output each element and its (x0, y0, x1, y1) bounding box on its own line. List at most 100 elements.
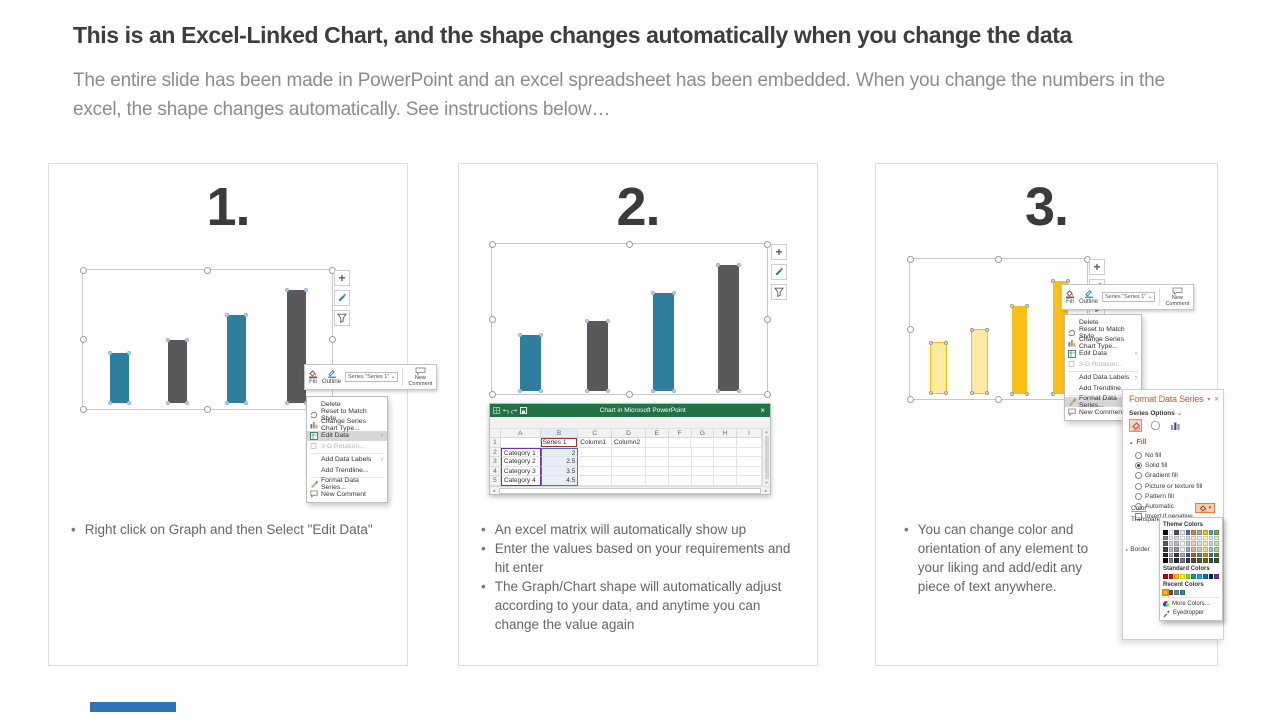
color-swatch[interactable] (1197, 530, 1202, 535)
selection-handle[interactable] (488, 315, 496, 323)
fill-section-header[interactable]: ▲ Fill (1129, 439, 1147, 446)
bar-handle[interactable] (108, 351, 112, 355)
excel-cell[interactable] (668, 466, 692, 476)
menu-item-change-series-chart-type[interactable]: Change Series Chart Type... (307, 418, 387, 432)
color-swatch[interactable] (1191, 558, 1197, 564)
color-swatch[interactable] (1197, 558, 1202, 564)
excel-cell[interactable] (578, 447, 613, 457)
excel-column-header[interactable]: G (691, 429, 715, 438)
color-swatch[interactable] (1208, 574, 1214, 579)
excel-cell[interactable] (612, 466, 646, 476)
color-swatch[interactable] (1180, 547, 1185, 552)
color-swatch[interactable] (1180, 574, 1185, 579)
excel-cell[interactable]: Column2 (612, 438, 646, 448)
undo-icon[interactable] (502, 407, 509, 414)
bar-handle[interactable] (1010, 304, 1014, 308)
color-swatch[interactable] (1174, 589, 1180, 595)
menu-item-new-comment[interactable]: New Comment (307, 489, 387, 500)
bar-handle[interactable] (127, 401, 131, 405)
excel-row-number[interactable]: 1 (490, 438, 501, 448)
bar-handle[interactable] (651, 389, 655, 393)
excel-cell[interactable] (612, 457, 646, 467)
excel-column-header[interactable]: B (540, 429, 579, 438)
chart-elements-button[interactable]: + (1089, 259, 1105, 275)
redo-icon[interactable] (511, 407, 518, 414)
color-swatch[interactable] (1180, 530, 1185, 535)
fill-option-gradient-fill[interactable]: Gradient fill (1135, 471, 1220, 481)
color-swatch[interactable] (1191, 541, 1197, 547)
color-swatch[interactable] (1191, 547, 1197, 552)
menu-item-new-comment[interactable]: New Comment (1065, 407, 1141, 418)
bar-handle[interactable] (1010, 392, 1014, 396)
bar-handle[interactable] (539, 333, 543, 337)
color-swatch[interactable] (1185, 558, 1191, 564)
chart-bar[interactable] (929, 341, 948, 395)
menu-item-3-d-rotation[interactable]: 3-D Rotation... (1065, 359, 1141, 370)
selection-handle[interactable] (328, 336, 336, 343)
excel-cell[interactable]: Series 1 (540, 438, 579, 448)
menu-item-format-data-series[interactable]: Format Data Series... (1065, 395, 1141, 409)
selection-handle[interactable] (763, 390, 771, 398)
selection-handle[interactable] (79, 405, 87, 413)
bar-handle[interactable] (285, 288, 289, 292)
bar-handle[interactable] (285, 401, 289, 405)
color-swatch[interactable] (1214, 574, 1219, 579)
fill-option-solid-fill[interactable]: Solid fill (1135, 460, 1220, 470)
color-swatch[interactable] (1174, 541, 1180, 547)
color-swatch[interactable] (1168, 535, 1174, 541)
more-colors-item[interactable]: More Colors... (1163, 600, 1219, 609)
color-swatch[interactable] (1197, 552, 1202, 558)
selection-handle[interactable] (906, 255, 914, 263)
selection-handle[interactable] (488, 390, 496, 398)
chart-selection-frame[interactable] (79, 266, 336, 413)
color-swatch[interactable] (1191, 530, 1197, 535)
bar-handle[interactable] (716, 263, 720, 267)
chart-filters-button[interactable] (334, 310, 350, 326)
menu-item-add-data-labels[interactable]: Add Data Labels › (1065, 373, 1141, 384)
color-swatch[interactable] (1180, 535, 1185, 541)
excel-cell[interactable] (691, 476, 715, 486)
excel-cell[interactable] (714, 476, 738, 486)
bar-handle[interactable] (166, 338, 170, 342)
bar-handle[interactable] (672, 291, 676, 295)
excel-cell[interactable] (668, 476, 692, 486)
color-swatch[interactable] (1174, 552, 1180, 558)
fill-option-no-fill[interactable]: No fill (1135, 450, 1220, 460)
bar-handle[interactable] (244, 401, 248, 405)
excel-column-header[interactable]: A (500, 429, 541, 438)
bar-handle[interactable] (651, 291, 655, 295)
excel-cell[interactable] (668, 438, 692, 448)
bar-handle[interactable] (1025, 304, 1029, 308)
chart-bar[interactable] (225, 313, 248, 405)
excel-cell[interactable]: 2.5 (540, 457, 579, 467)
bar-handle[interactable] (606, 319, 610, 323)
color-swatch[interactable] (1174, 530, 1180, 535)
excel-cell[interactable] (714, 438, 738, 448)
color-swatch[interactable] (1185, 574, 1191, 579)
color-swatch[interactable] (1197, 547, 1202, 552)
excel-cell[interactable] (714, 457, 738, 467)
color-swatch[interactable] (1180, 558, 1185, 564)
color-swatch[interactable] (1180, 541, 1185, 547)
color-swatch[interactable] (1197, 574, 1202, 579)
bar-handle[interactable] (166, 401, 170, 405)
chart-elements-button[interactable]: + (771, 244, 787, 260)
color-swatch[interactable] (1185, 535, 1191, 541)
color-swatch[interactable] (1191, 535, 1197, 541)
bar-handle[interactable] (1066, 279, 1070, 283)
color-swatch[interactable] (1208, 535, 1214, 541)
chart-bar[interactable] (716, 263, 741, 393)
bar-handle[interactable] (737, 389, 741, 393)
bar-handle[interactable] (127, 351, 131, 355)
selection-handle[interactable] (906, 395, 914, 403)
color-swatch[interactable] (1168, 547, 1174, 552)
color-swatch[interactable] (1214, 530, 1219, 535)
excel-cell[interactable]: 3.5 (540, 466, 579, 476)
bar-handle[interactable] (737, 263, 741, 267)
bar-handle[interactable] (1051, 279, 1055, 283)
excel-cell[interactable] (737, 447, 763, 457)
chart-bar[interactable] (1010, 304, 1029, 396)
color-swatch[interactable] (1168, 541, 1174, 547)
chart-bar[interactable] (518, 333, 543, 393)
